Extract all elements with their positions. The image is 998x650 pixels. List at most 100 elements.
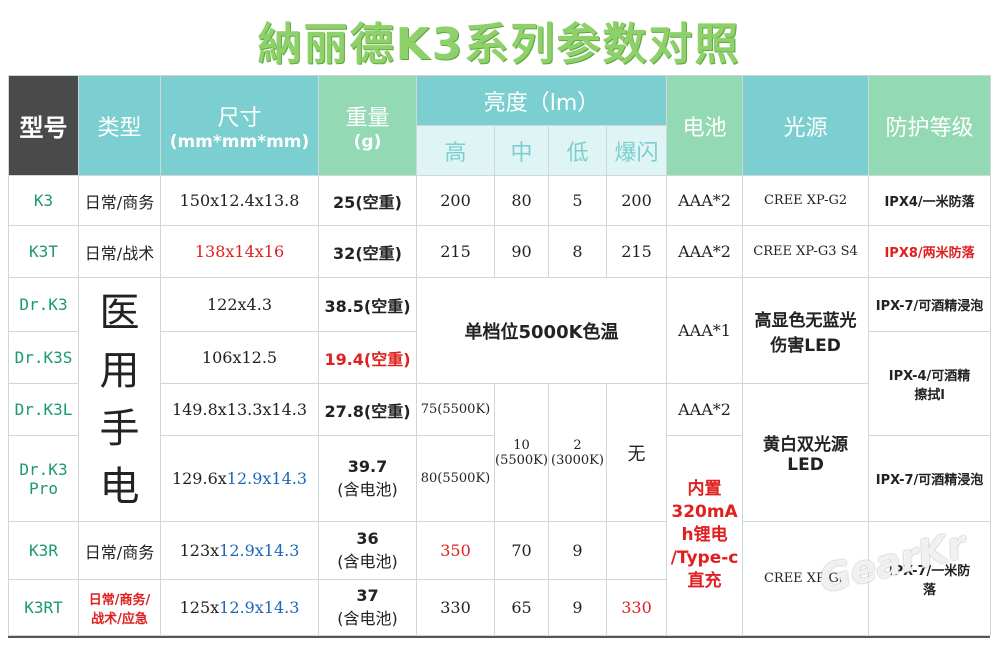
- cell-high: 80(5500K): [416, 435, 495, 522]
- cell-light: CREE XP-G3: [742, 521, 870, 636]
- cell-low: 8: [548, 225, 607, 278]
- header-size: 尺寸 (mm*mm*mm): [160, 75, 319, 176]
- cell-battery: AAA*2: [666, 383, 744, 436]
- type-line: 日常/商务/: [88, 592, 151, 608]
- weight-value: 39.7: [347, 457, 388, 476]
- table-row: Dr.K3 医 用 手 电 122x4.3 38.5(空重) 单档位5000K色…: [8, 277, 992, 522]
- weight-value: 36: [356, 529, 379, 548]
- battery-line: h锂电: [681, 525, 728, 545]
- size-part: 123x: [179, 541, 220, 560]
- cell-size: 125x12.9x14.3: [160, 579, 319, 636]
- header-model: 型号: [8, 75, 79, 176]
- cell-high: 350: [416, 521, 495, 580]
- cell-protection: IPX4/一米防落: [868, 175, 992, 226]
- header-mid: 中: [494, 125, 549, 176]
- cell-high: 330: [416, 579, 495, 636]
- header-battery: 电池: [666, 75, 744, 176]
- table-row: K3T 日常/战术 138x14x16 32(空重) 215 90 8 215 …: [8, 225, 992, 278]
- cell-model: Dr.K3L: [8, 383, 79, 436]
- cell-size: 129.6x12.9x14.3: [160, 435, 319, 522]
- cell-low: 9: [548, 579, 607, 636]
- cell-model: Dr.K3: [8, 277, 79, 332]
- table-row: K3 日常/商务 150x12.4x13.8 25(空重) 200 80 5 2…: [8, 175, 992, 226]
- cell-size: 138x14x16: [160, 225, 319, 278]
- mid-temp: (5500K): [495, 452, 548, 468]
- header-weight-label: 重量: [345, 105, 390, 131]
- cell-weight: 19.4(空重): [318, 331, 417, 384]
- cell-model: Dr.K3S: [8, 331, 79, 384]
- battery-line: /Type-c: [670, 548, 739, 568]
- header-strobe: 爆闪: [605, 125, 668, 176]
- cell-low: 9: [548, 521, 607, 580]
- medical-char: 医: [99, 289, 140, 336]
- cell-high: 75(5500K): [416, 383, 495, 436]
- cell-size: 150x12.4x13.8: [160, 175, 319, 226]
- size-part: 129.6x: [171, 469, 227, 488]
- cell-weight: 37 (含电池): [318, 579, 417, 636]
- model-line: Dr.K3: [19, 459, 68, 479]
- cell-model: K3R: [8, 521, 79, 580]
- header-weight: 重量 (g): [318, 75, 417, 176]
- cell-strobe: [605, 521, 668, 580]
- light-line: LED: [787, 455, 824, 475]
- cell-size: 106x12.5: [160, 331, 319, 384]
- protection-line: 落: [923, 582, 937, 598]
- header-type: 类型: [78, 75, 161, 176]
- size-part-highlight: 12.9x14.3: [219, 541, 300, 560]
- cell-mid: 80: [494, 175, 549, 226]
- weight-note: (含电池): [337, 480, 398, 499]
- header-high: 高: [416, 125, 495, 176]
- cell-strobe: 200: [605, 175, 668, 226]
- header-brightness: 亮度（lm）: [415, 75, 668, 126]
- protection-line: IPX-4/可酒精: [888, 368, 971, 384]
- medical-char: 手: [99, 405, 140, 452]
- cell-mid-shared: 10 (5500K): [494, 383, 549, 522]
- size-part-highlight: 12.9x14.3: [219, 598, 300, 617]
- cell-weight: 25(空重): [318, 175, 417, 226]
- cell-model: K3T: [8, 225, 79, 278]
- header-size-unit: (mm*mm*mm): [169, 131, 310, 152]
- table-row: Dr.K3 Pro 129.6x12.9x14.3 39.7 (含电池) 80(…: [8, 435, 992, 636]
- cell-weight: 32(空重): [318, 225, 417, 278]
- weight-note: (含电池): [337, 609, 398, 628]
- light-line: 伤害LED: [770, 335, 841, 356]
- cell-protection: IPX-7/可酒精浸泡: [868, 435, 992, 522]
- cell-low: 5: [548, 175, 607, 226]
- cell-size: 123x12.9x14.3: [160, 521, 319, 580]
- table-row: K3RT 日常/商务/ 战术/应急 125x12.9x14.3 37 (含电池)…: [8, 579, 991, 636]
- table-row: K3R 日常/商务 123x12.9x14.3 36 (含电池) 350 70 …: [8, 521, 992, 636]
- cell-strobe: 215: [605, 225, 668, 278]
- cell-battery: AAA*2: [666, 225, 744, 278]
- protection-text: IPX-7/可酒精浸泡: [875, 299, 984, 314]
- battery-line: 直充: [687, 571, 722, 591]
- battery-line: 内置: [687, 479, 722, 499]
- cell-light: CREE XP-G3 S4: [742, 225, 870, 278]
- cell-size: 149.8x13.3x14.3: [160, 383, 319, 436]
- cell-weight: 38.5(空重): [318, 277, 417, 332]
- protection-line: IPX-7/一米防: [888, 563, 971, 579]
- cell-model: K3: [8, 175, 79, 226]
- spec-table: 型号 类型 尺寸 (mm*mm*mm) 重量 (g) 亮度（lm） 电池 光源 …: [8, 75, 992, 636]
- cell-low-shared: 2 (3000K): [548, 383, 607, 522]
- header-protection: 防护等级: [868, 75, 992, 176]
- cell-protection: IPX8/两米防落: [868, 225, 992, 278]
- light-line: 黄白双光源: [763, 435, 849, 455]
- table-row: Dr.K3L 149.8x13.3x14.3 27.8(空重) 75(5500K…: [8, 383, 991, 522]
- cell-mid: 65: [494, 579, 549, 636]
- cell-protection: IPX-4/可酒精 擦拭l: [868, 331, 992, 436]
- cell-mid: 70: [494, 521, 549, 580]
- size-part-highlight: 12.9x14.3: [226, 469, 308, 488]
- cell-type-medical: 医 用 手 电: [78, 277, 161, 522]
- cell-model: Dr.K3 Pro: [8, 435, 79, 522]
- cell-light: 高显色无蓝光 伤害LED: [742, 277, 870, 384]
- low-value: 2: [573, 437, 582, 453]
- battery-line: 320mA: [671, 502, 738, 522]
- cell-type: 日常/商务: [78, 521, 161, 580]
- header-size-label: 尺寸: [217, 105, 262, 131]
- light-line: 高显色无蓝光: [754, 310, 857, 331]
- table-row: Dr.K3S 106x12.5 19.4(空重) IPX-4/可酒精 擦拭l: [8, 331, 992, 436]
- medical-char: 电: [99, 463, 140, 510]
- cell-no-strobe: 无: [605, 383, 668, 522]
- model-line: Pro: [29, 478, 58, 498]
- cell-model: K3RT: [8, 579, 79, 636]
